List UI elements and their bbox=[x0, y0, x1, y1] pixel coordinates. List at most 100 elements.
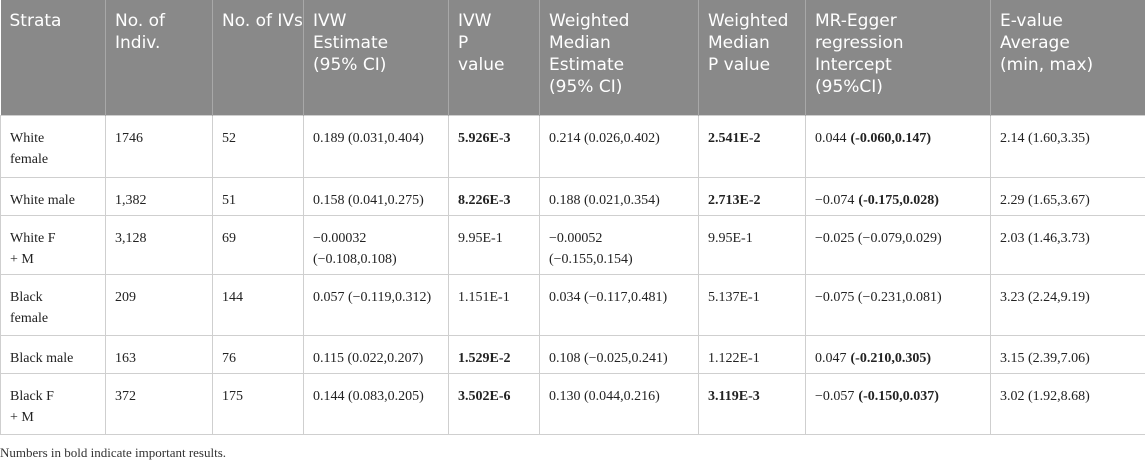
table-cell: 0.189 (0.031,0.404) bbox=[304, 115, 449, 177]
cell-line: Strata bbox=[10, 10, 97, 32]
cell-line: Median bbox=[549, 32, 689, 54]
table-cell: 3,128 bbox=[106, 215, 213, 274]
column-header: Strata bbox=[1, 0, 106, 115]
cell-line: 76 bbox=[222, 348, 294, 369]
table-cell: 2.14 (1.60,3.35) bbox=[991, 115, 1145, 177]
table-cell: 5.926E-3 bbox=[449, 115, 540, 177]
cell-line: 0.188 (0.021,0.354) bbox=[549, 190, 689, 211]
cell-line: 2.541E-2 bbox=[708, 128, 796, 149]
table-cell: 76 bbox=[213, 335, 304, 373]
cell-line: 5.137E-1 bbox=[708, 287, 796, 308]
table-cell: 1,382 bbox=[106, 177, 213, 215]
cell-text: 0.047 bbox=[815, 351, 847, 366]
cell-line: 8.226E-3 bbox=[458, 190, 530, 211]
table-cell: 9.95E-1 bbox=[449, 215, 540, 274]
cell-line: (−0.155,0.154) bbox=[549, 249, 689, 270]
table-cell: 3.23 (2.24,9.19) bbox=[991, 274, 1145, 335]
cell-line: 0.034 (−0.117,0.481) bbox=[549, 287, 689, 308]
cell-line: 163 bbox=[115, 348, 203, 369]
table-cell: 3.119E-3 bbox=[699, 373, 806, 434]
cell-line: 3.23 (2.24,9.19) bbox=[1000, 287, 1136, 308]
cell-line: (95%CI) bbox=[815, 76, 981, 98]
table-cell: 51 bbox=[213, 177, 304, 215]
table-cell: 0.115 (0.022,0.207) bbox=[304, 335, 449, 373]
table-cell: 69 bbox=[213, 215, 304, 274]
table-cell: −0.00052(−0.155,0.154) bbox=[540, 215, 699, 274]
cell-line: 3.02 (1.92,8.68) bbox=[1000, 386, 1136, 407]
bold-text: 3.502E-6 bbox=[458, 389, 511, 404]
cell-line: E-value bbox=[1000, 10, 1137, 32]
cell-line: 0.044(-0.060,0.147) bbox=[815, 128, 981, 149]
cell-line: P bbox=[458, 32, 530, 54]
cell-line: 1,382 bbox=[115, 190, 203, 211]
cell-line: −0.057 (-0.150,0.037) bbox=[815, 386, 981, 407]
table-cell: −0.075 (−0.231,0.081) bbox=[806, 274, 991, 335]
cell-line: 0.158 (0.041,0.275) bbox=[313, 190, 439, 211]
cell-line: 2.29 (1.65,3.67) bbox=[1000, 190, 1136, 211]
table-cell: 0.144 (0.083,0.205) bbox=[304, 373, 449, 434]
cell-line: −0.075 (−0.231,0.081) bbox=[815, 287, 981, 308]
cell-line: Estimate bbox=[313, 32, 439, 54]
cell-line: 0.115 (0.022,0.207) bbox=[313, 348, 439, 369]
table-cell: 372 bbox=[106, 373, 213, 434]
cell-line: 372 bbox=[115, 386, 203, 407]
cell-line: 0.108 (−0.025,0.241) bbox=[549, 348, 689, 369]
cell-line: −0.074(-0.175,0.028) bbox=[815, 190, 981, 211]
table-cell: White F+ M bbox=[1, 215, 106, 274]
cell-line: 69 bbox=[222, 228, 294, 249]
cell-line: P value bbox=[708, 54, 796, 76]
bold-text: 1.529E-2 bbox=[458, 351, 511, 366]
table-cell: 0.047(-0.210,0.305) bbox=[806, 335, 991, 373]
table-cell: 3.502E-6 bbox=[449, 373, 540, 434]
bold-text: 8.226E-3 bbox=[458, 193, 511, 208]
cell-line: 9.95E-1 bbox=[708, 228, 796, 249]
cell-line: 2.713E-2 bbox=[708, 190, 796, 211]
cell-line: No. of bbox=[115, 10, 203, 32]
cell-line: 209 bbox=[115, 287, 203, 308]
bold-text: 2.541E-2 bbox=[708, 131, 761, 146]
cell-line: (min, max) bbox=[1000, 54, 1137, 76]
cell-line: MR-Egger bbox=[815, 10, 981, 32]
cell-line: −0.00052 bbox=[549, 228, 689, 249]
cell-text: −0.074 bbox=[815, 193, 854, 208]
table-cell: 1746 bbox=[106, 115, 213, 177]
table-cell: 0.044(-0.060,0.147) bbox=[806, 115, 991, 177]
cell-line: (−0.108,0.108) bbox=[313, 249, 439, 270]
cell-line: Weighted bbox=[708, 10, 796, 32]
table-cell: 163 bbox=[106, 335, 213, 373]
table-cell: 209 bbox=[106, 274, 213, 335]
table-cell: 175 bbox=[213, 373, 304, 434]
table-cell: 0.214 (0.026,0.402) bbox=[540, 115, 699, 177]
table-cell: 0.188 (0.021,0.354) bbox=[540, 177, 699, 215]
cell-text: −0.057 bbox=[815, 389, 854, 404]
cell-line: IVW bbox=[458, 10, 530, 32]
cell-line: 1.122E-1 bbox=[708, 348, 796, 369]
cell-line: Black bbox=[10, 287, 96, 308]
footnote: Numbers in bold indicate important resul… bbox=[0, 445, 1145, 461]
cell-line: Indiv. bbox=[115, 32, 203, 54]
cell-line: value bbox=[458, 54, 530, 76]
table-cell: 0.158 (0.041,0.275) bbox=[304, 177, 449, 215]
cell-line: White male bbox=[10, 190, 96, 211]
cell-text: 0.044 bbox=[815, 131, 847, 146]
cell-line: 1.529E-2 bbox=[458, 348, 530, 369]
cell-line: 2.03 (1.46,3.73) bbox=[1000, 228, 1136, 249]
bold-text: (-0.150,0.037) bbox=[858, 389, 939, 404]
cell-line: 5.926E-3 bbox=[458, 128, 530, 149]
cell-line: 2.14 (1.60,3.35) bbox=[1000, 128, 1136, 149]
cell-line: 0.130 (0.044,0.216) bbox=[549, 386, 689, 407]
cell-line: 0.047(-0.210,0.305) bbox=[815, 348, 981, 369]
cell-line: 3.119E-3 bbox=[708, 386, 796, 407]
bold-text: 5.926E-3 bbox=[458, 131, 511, 146]
cell-line: 9.95E-1 bbox=[458, 228, 530, 249]
